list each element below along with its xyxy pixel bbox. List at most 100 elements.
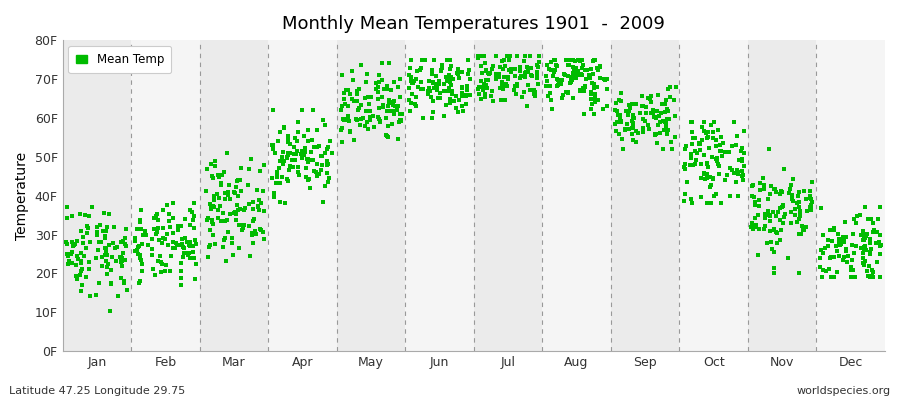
Point (340, 86, 355, 93)
Point (443, 66, 457, 72)
Point (562, 62, 577, 68)
Point (234, 226, 248, 233)
Point (629, 128, 643, 134)
Point (730, 167, 744, 173)
Point (90, 224, 104, 231)
Point (803, 195, 817, 202)
Point (416, 86, 430, 92)
Point (773, 237, 788, 243)
Point (413, 65, 428, 71)
Point (174, 260, 188, 266)
Point (727, 170, 742, 176)
Point (767, 270, 781, 276)
Point (527, 93, 542, 99)
Point (763, 183, 778, 190)
Point (498, 96, 512, 103)
Point (74, 260, 88, 266)
Point (202, 254, 216, 260)
Point (310, 126, 324, 133)
Point (380, 86, 394, 92)
Point (375, 104, 390, 110)
Point (610, 108, 625, 114)
Point (762, 146, 777, 152)
Point (773, 188, 788, 194)
Point (204, 202, 219, 209)
Point (380, 82, 394, 89)
Point (527, 89, 542, 96)
Point (514, 73, 528, 79)
Point (805, 179, 819, 186)
Point (338, 117, 352, 123)
Point (170, 227, 184, 233)
Point (437, 88, 452, 94)
Point (271, 137, 285, 144)
Point (508, 66, 522, 72)
Point (404, 80, 419, 87)
Point (113, 239, 128, 246)
Point (856, 236, 870, 243)
Point (349, 91, 364, 97)
Point (503, 53, 517, 60)
Point (213, 182, 228, 188)
Point (857, 236, 871, 243)
Point (281, 135, 295, 141)
Point (266, 194, 281, 200)
Point (685, 129, 699, 135)
Point (678, 161, 692, 168)
Point (93, 238, 107, 245)
Point (158, 236, 172, 242)
Point (846, 230, 860, 237)
Point (144, 236, 158, 242)
Point (483, 93, 498, 100)
Point (829, 243, 843, 250)
Point (775, 204, 789, 210)
Point (208, 158, 222, 165)
Point (280, 154, 294, 160)
Point (156, 224, 170, 231)
Point (823, 254, 837, 261)
Point (233, 176, 248, 183)
Point (550, 75, 564, 82)
Point (288, 150, 302, 157)
Point (380, 108, 394, 114)
Point (567, 68, 581, 74)
Point (253, 168, 267, 174)
Point (684, 151, 698, 157)
Point (485, 88, 500, 94)
Point (745, 193, 760, 200)
Point (826, 254, 841, 260)
Point (793, 208, 807, 214)
Point (70, 238, 85, 244)
Point (644, 93, 658, 99)
Point (218, 235, 232, 241)
Point (703, 174, 717, 180)
Point (248, 228, 262, 235)
Point (352, 105, 366, 112)
Point (425, 71, 439, 78)
Point (789, 200, 804, 206)
Point (704, 182, 718, 188)
Point (476, 84, 491, 90)
Point (104, 280, 118, 286)
Point (493, 97, 508, 103)
Point (230, 178, 244, 184)
Point (776, 220, 790, 226)
Point (583, 91, 598, 98)
Point (460, 83, 474, 89)
Point (325, 150, 339, 156)
Title: Monthly Mean Temperatures 1901  -  2009: Monthly Mean Temperatures 1901 - 2009 (283, 15, 665, 33)
Point (436, 112, 451, 119)
Point (645, 107, 660, 113)
Point (707, 193, 722, 200)
Point (207, 192, 221, 199)
Point (319, 183, 333, 189)
Point (176, 244, 191, 250)
Point (424, 94, 438, 101)
Point (206, 204, 220, 210)
Point (112, 254, 127, 260)
Point (768, 186, 782, 192)
Point (775, 189, 789, 195)
Bar (200, 40, 268, 351)
Point (435, 62, 449, 68)
Point (600, 103, 615, 109)
